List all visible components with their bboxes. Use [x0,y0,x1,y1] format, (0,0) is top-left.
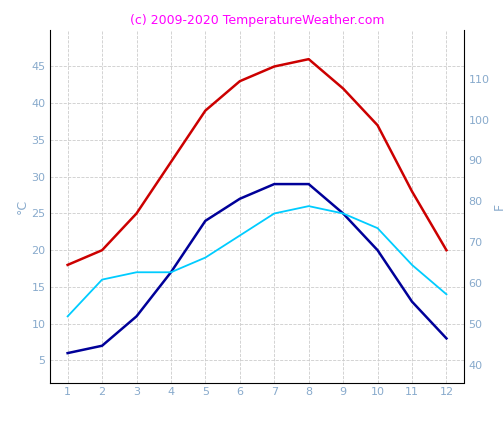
Y-axis label: °C: °C [16,198,29,214]
Title: (c) 2009-2020 TemperatureWeather.com: (c) 2009-2020 TemperatureWeather.com [130,14,384,27]
Y-axis label: F: F [492,203,504,210]
